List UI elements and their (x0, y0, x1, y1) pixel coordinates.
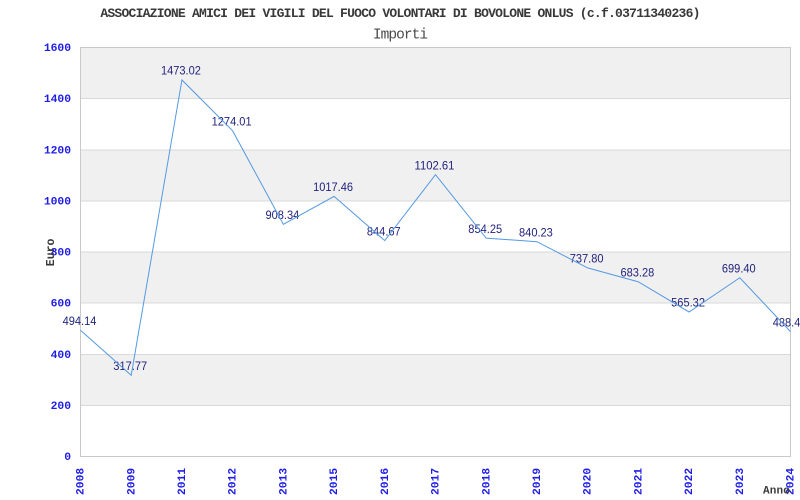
svg-text:2011: 2011 (177, 468, 189, 495)
svg-text:2017: 2017 (431, 468, 443, 495)
svg-text:2015: 2015 (329, 468, 341, 495)
svg-text:2013: 2013 (278, 468, 290, 495)
svg-text:2020: 2020 (583, 468, 595, 495)
svg-text:400: 400 (51, 350, 72, 362)
svg-text:1200: 1200 (44, 145, 71, 157)
svg-text:2016: 2016 (380, 468, 392, 495)
svg-text:1400: 1400 (44, 94, 71, 106)
svg-text:1102.61: 1102.61 (415, 158, 455, 172)
svg-text:737.80: 737.80 (570, 252, 604, 266)
svg-text:600: 600 (51, 299, 72, 311)
svg-text:Importi: Importi (373, 28, 428, 44)
svg-text:494.14: 494.14 (63, 314, 97, 328)
svg-text:ASSOCIAZIONE AMICI DEI VIGILI: ASSOCIAZIONE AMICI DEI VIGILI DEL FUOCO … (100, 6, 699, 21)
svg-text:854.25: 854.25 (468, 222, 502, 236)
svg-text:2024: 2024 (786, 468, 798, 495)
svg-text:2019: 2019 (532, 468, 544, 495)
svg-text:2012: 2012 (228, 468, 240, 495)
svg-text:683.28: 683.28 (620, 266, 654, 280)
svg-text:840.23: 840.23 (519, 225, 553, 239)
svg-text:908.34: 908.34 (265, 208, 299, 222)
svg-text:2023: 2023 (735, 468, 747, 495)
svg-text:488.40: 488.40 (773, 315, 800, 329)
svg-text:2021: 2021 (633, 468, 645, 495)
svg-text:800: 800 (51, 248, 72, 260)
svg-text:2009: 2009 (126, 468, 138, 495)
svg-text:2018: 2018 (481, 468, 493, 495)
svg-text:699.40: 699.40 (722, 261, 756, 275)
svg-text:2022: 2022 (684, 468, 696, 495)
svg-text:Anno: Anno (763, 485, 790, 497)
svg-text:1017.46: 1017.46 (313, 180, 353, 194)
svg-text:1600: 1600 (44, 43, 71, 55)
svg-text:565.32: 565.32 (671, 296, 705, 310)
svg-text:317.77: 317.77 (113, 359, 147, 373)
svg-text:1274.01: 1274.01 (212, 115, 252, 129)
svg-text:1473.02: 1473.02 (161, 64, 201, 78)
svg-text:200: 200 (51, 401, 72, 413)
svg-text:1000: 1000 (44, 196, 71, 208)
svg-text:844.67: 844.67 (367, 224, 401, 238)
svg-text:0: 0 (64, 452, 71, 464)
svg-text:2008: 2008 (76, 468, 88, 495)
svg-text:Euro: Euro (45, 238, 58, 266)
